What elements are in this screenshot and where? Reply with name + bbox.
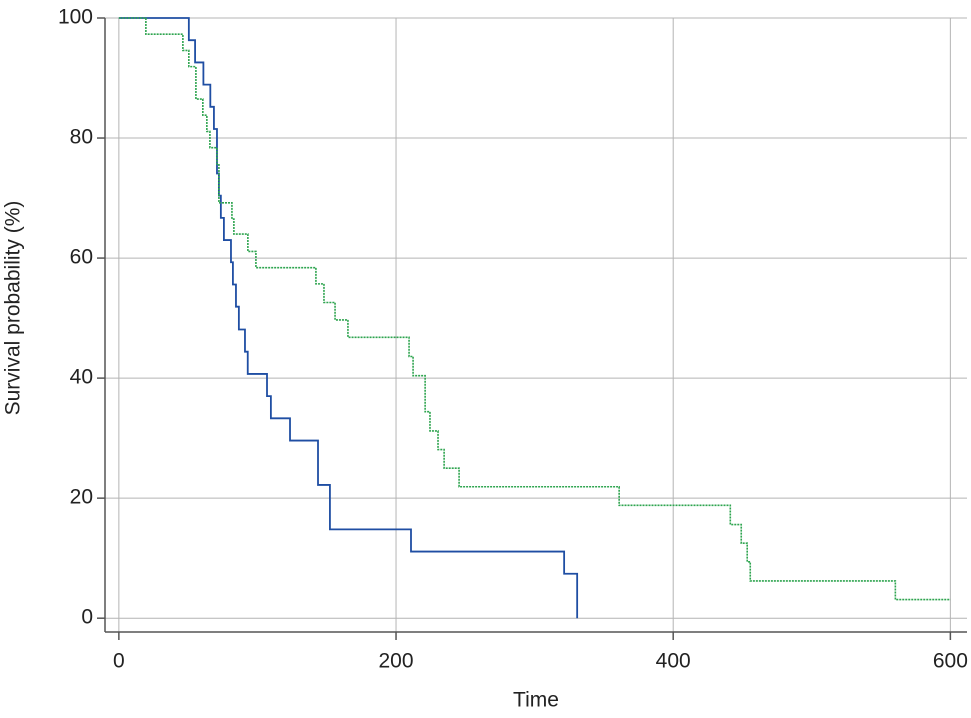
- y-tick-label: 60: [70, 246, 93, 269]
- y-tick-label: 80: [70, 126, 93, 149]
- x-tick-label: 200: [379, 650, 414, 673]
- x-tick-label: 0: [113, 650, 125, 673]
- x-tick-label: 400: [656, 650, 691, 673]
- y-tick-label: 20: [70, 486, 93, 509]
- y-axis-label: Survival probability (%): [2, 201, 25, 416]
- y-tick-label: 100: [58, 6, 93, 29]
- survival-curve: [118, 17, 951, 601]
- x-axis-label: Time: [513, 689, 559, 712]
- y-tick-label: 40: [70, 366, 93, 389]
- survival-curve: [118, 17, 579, 619]
- x-tick-label: 600: [933, 650, 968, 673]
- y-tick-label: 0: [81, 606, 93, 629]
